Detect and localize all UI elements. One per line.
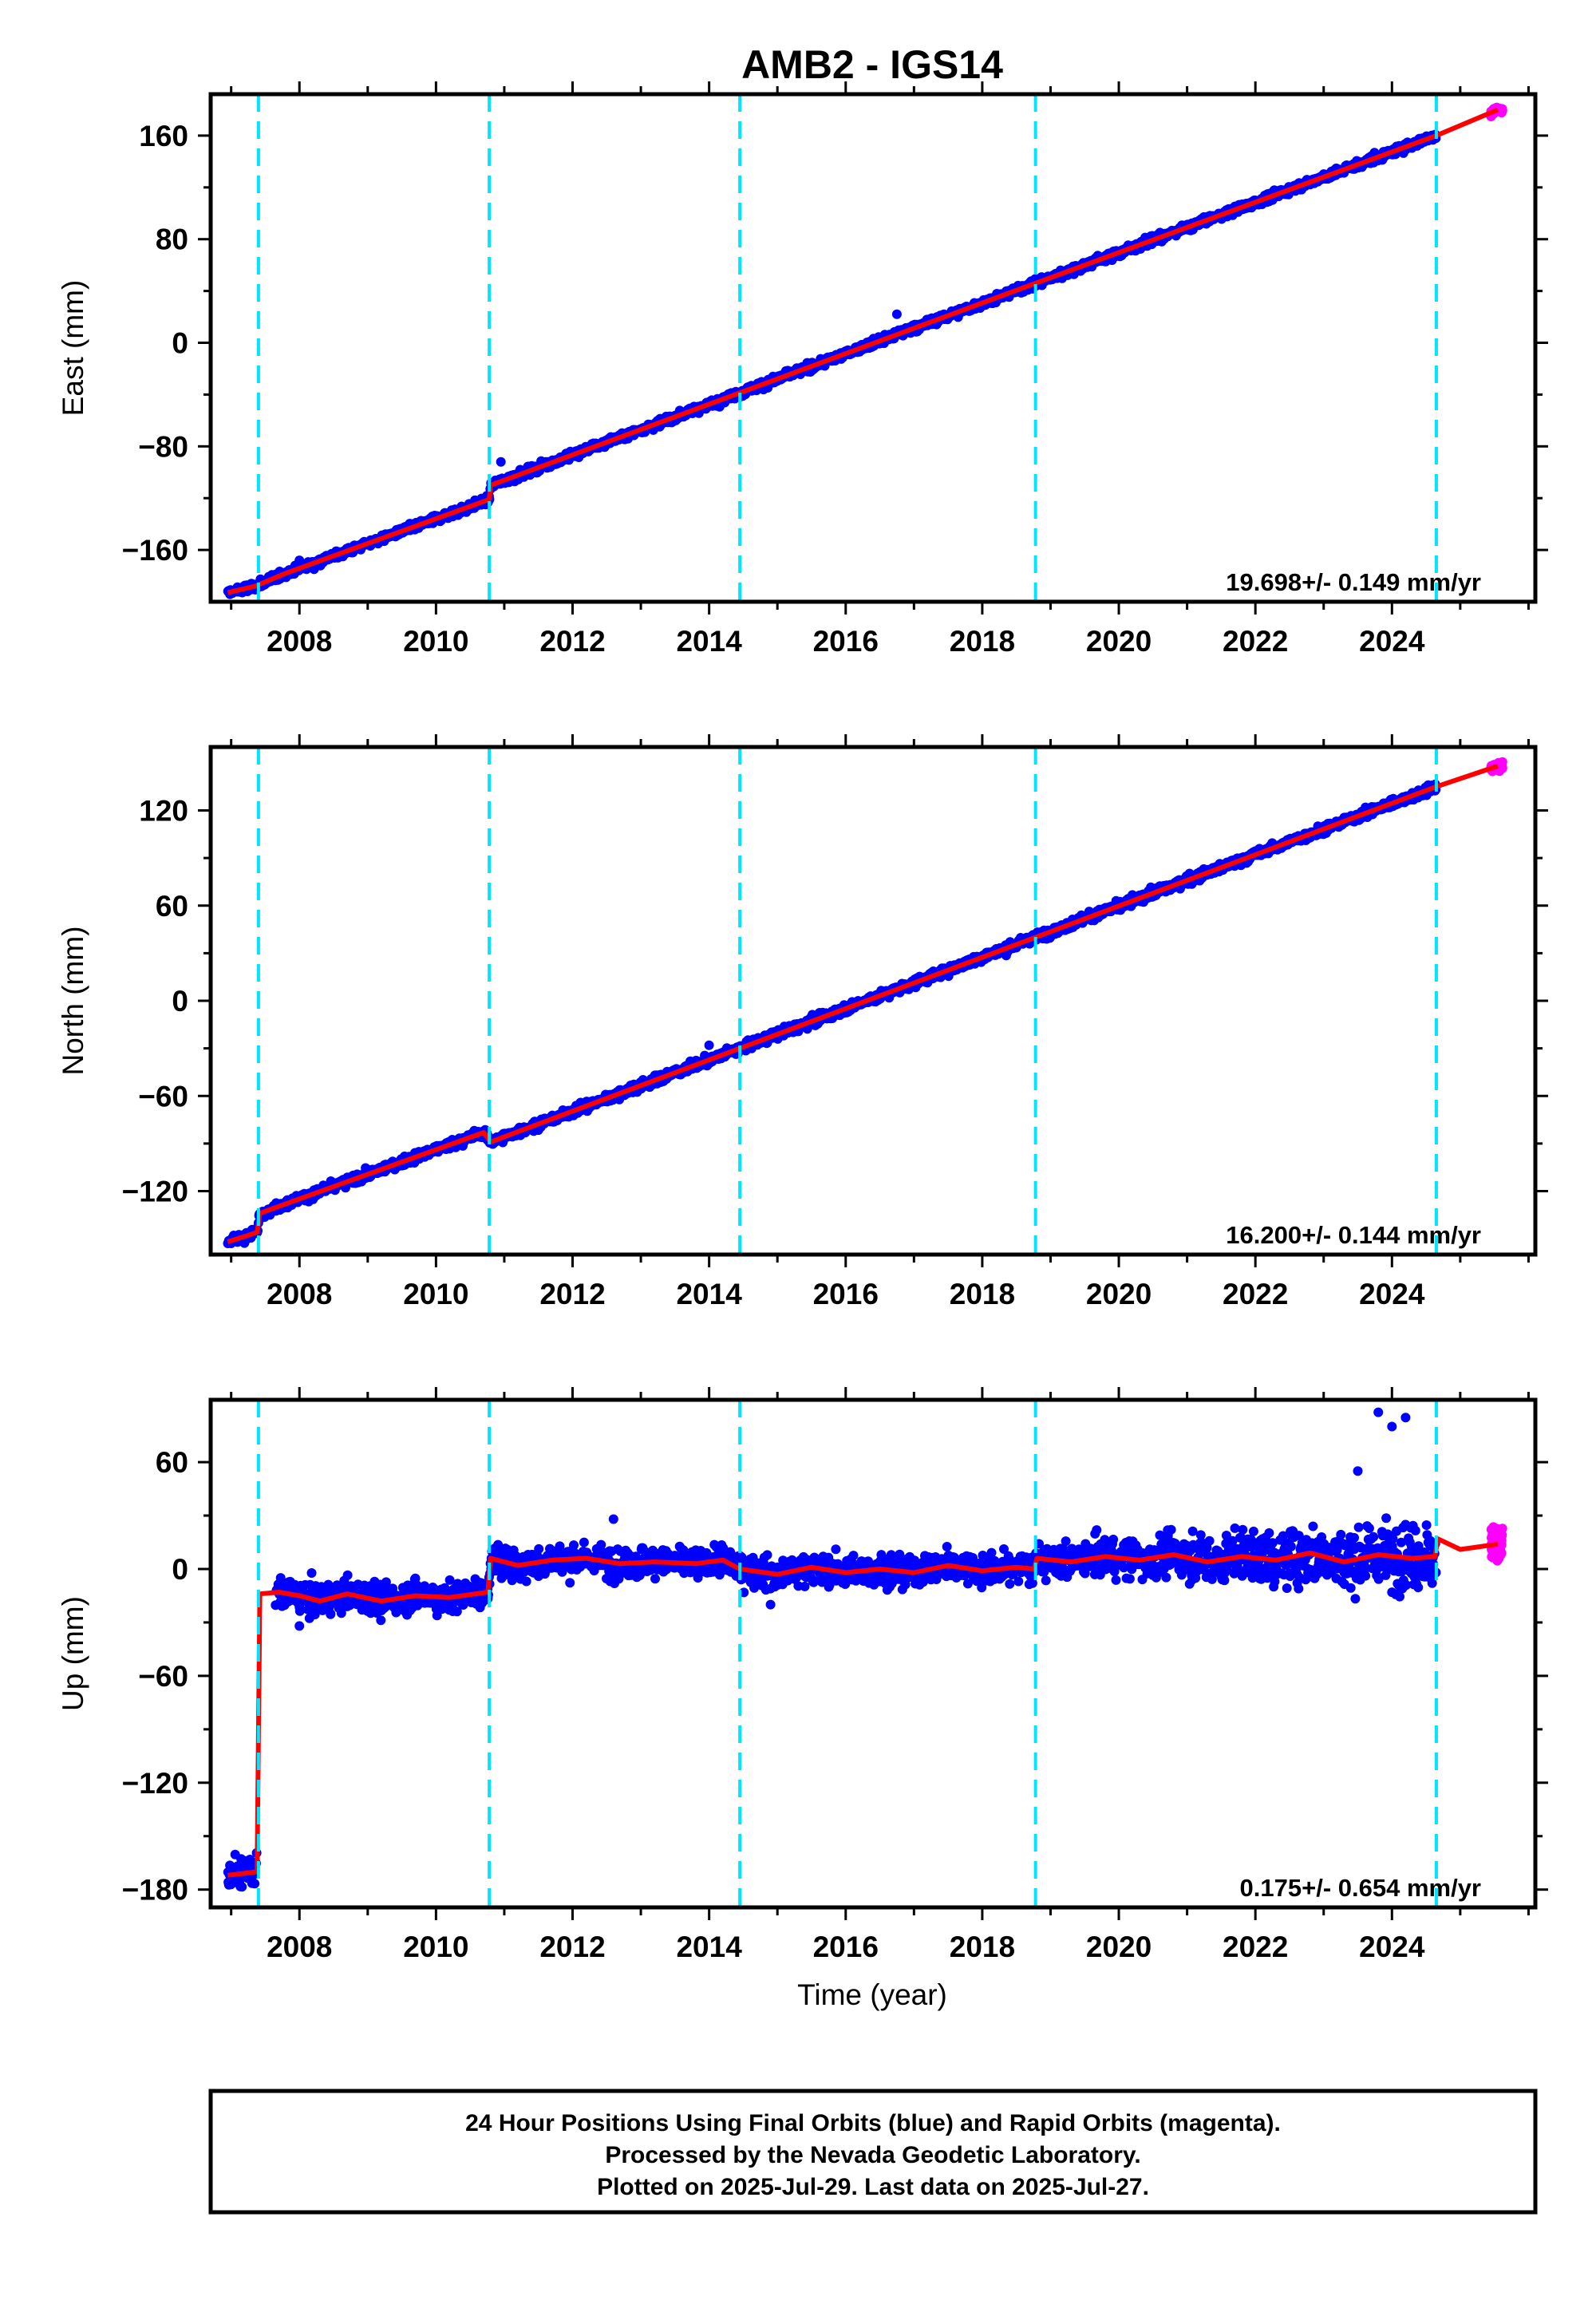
north-panel: 2008 2010 2012 2014 2016 2018 2020 2022 2024 −120… bbox=[57, 734, 1548, 1310]
final-point bbox=[294, 555, 305, 566]
final-point bbox=[704, 1040, 714, 1050]
x-tick-label: 2008 bbox=[267, 1278, 332, 1310]
y-tick-label: −60 bbox=[138, 1080, 188, 1113]
x-tick-label: 2016 bbox=[813, 625, 879, 658]
x-tick-label: 2012 bbox=[539, 625, 605, 658]
y-tick-label: 0 bbox=[172, 985, 188, 1018]
y-tick-label: 80 bbox=[156, 223, 188, 256]
y-tick-label: 160 bbox=[139, 120, 188, 152]
y-tick-label: −120 bbox=[122, 1176, 188, 1208]
final-point bbox=[496, 456, 506, 467]
x-tick-label: 2008 bbox=[267, 625, 332, 658]
y-tick-label: 120 bbox=[139, 795, 188, 828]
velocity-label: 19.698+/- 0.149 mm/yr bbox=[1226, 568, 1481, 596]
x-tick-label: 2014 bbox=[676, 625, 742, 658]
final-orbit-series bbox=[223, 1407, 1441, 1892]
x-tick-label: 2014 bbox=[676, 1278, 742, 1310]
x-tick-label: 2018 bbox=[950, 1278, 1015, 1310]
rapid-point bbox=[1495, 761, 1506, 771]
y-tick-label: −160 bbox=[122, 534, 188, 567]
y-tick-label: −80 bbox=[138, 430, 188, 463]
y-axis-label: North (mm) bbox=[57, 926, 89, 1075]
plot-area bbox=[223, 1407, 1507, 1892]
y-tick-label: 60 bbox=[156, 890, 188, 923]
model-fit-line bbox=[227, 764, 1499, 1244]
x-tick-label: 2020 bbox=[1086, 1278, 1152, 1310]
up-panel: 2008 2010 2012 2014 2016 2018 2020 2022 2024−180… bbox=[57, 1387, 1548, 1963]
final-point bbox=[891, 309, 902, 319]
x-tick-label: 2010 bbox=[403, 625, 468, 658]
x-tick-label: 2024 bbox=[1359, 625, 1425, 658]
x-tick-label: 2020 bbox=[1086, 625, 1152, 658]
x-tick-label: 2016 bbox=[813, 1278, 879, 1310]
y-axis-label: East (mm) bbox=[57, 280, 89, 417]
east-panel: 2008 2010 2012 2014 2016 2018 2020 2022 2024 −160… bbox=[57, 81, 1548, 658]
y-tick-label: 0 bbox=[172, 327, 188, 360]
model-fit-line bbox=[227, 107, 1499, 595]
plot-area bbox=[223, 757, 1507, 1248]
final-point bbox=[237, 1882, 247, 1892]
final-point bbox=[250, 1879, 260, 1889]
x-tick-label: 2018 bbox=[950, 625, 1015, 658]
x-tick-label: 2012 bbox=[539, 1278, 605, 1310]
x-tick-label: 2022 bbox=[1223, 1278, 1288, 1310]
chart-title: AMB2 - IGS14 bbox=[741, 42, 1003, 87]
x-tick-label: 2024 bbox=[1359, 1278, 1425, 1310]
x-tick-label: 2022 bbox=[1223, 625, 1288, 658]
plot-frame bbox=[208, 92, 1538, 604]
plot-area bbox=[223, 102, 1507, 599]
x-tick-label: 2010 bbox=[403, 1278, 468, 1310]
velocity-label: 16.200+/- 0.144 mm/yr bbox=[1226, 1221, 1481, 1249]
